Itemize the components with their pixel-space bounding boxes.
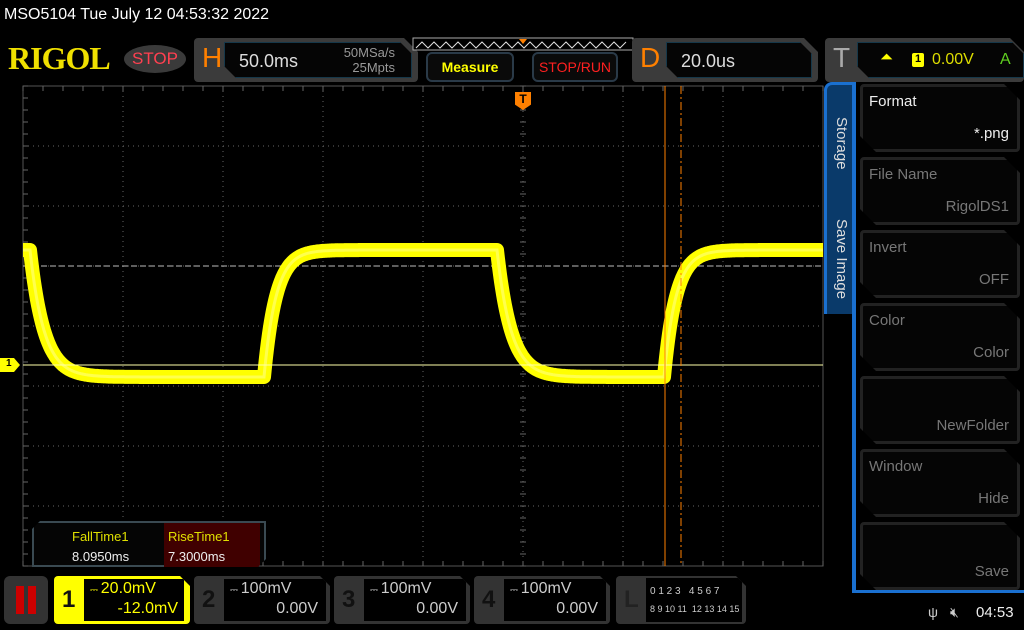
menu-item--png[interactable]: Format *.png [860,84,1020,152]
channel-2-box[interactable]: 2 ⎓ 100mV 0.00V [194,576,330,624]
measurement-label: FallTime1 [72,529,129,544]
memory-depth: 25Mpts [352,60,395,75]
menu-item-hide[interactable]: Window Hide [860,449,1020,517]
clock: 04:53 [976,604,1014,621]
channel-offset: 0.00V [276,600,318,617]
rising-edge-icon: ⏶ [880,49,893,66]
horizontal-letter: H [202,42,223,73]
mute-icon[interactable]: 🔇︎ [950,604,959,620]
menu-item-title: Color [869,312,905,329]
menu-item-off[interactable]: Invert OFF [860,230,1020,298]
delay-letter: D [640,42,661,73]
measurement-falltime[interactable]: FallTime1 8.0950ms [34,523,164,567]
dc-coupling-icon: ⎓ [370,585,381,596]
measurement-panel[interactable]: FallTime1 8.0950ms RiseTime1 7.3000ms [32,521,266,567]
tab-save-image[interactable]: Save Image [833,219,850,300]
tab-storage[interactable]: Storage [833,117,850,170]
menu-item-save[interactable]: Save [860,522,1020,590]
channel-1-box[interactable]: 1 ⎓ 20.0mV -12.0mV [54,576,190,624]
logic-row-2: 8 9 10 11 12 13 14 15 [650,604,740,614]
trigger-panel[interactable]: T ⏶ 1 0.00V A [825,38,1024,82]
channel-offset: 0.00V [416,600,458,617]
trigger-letter: T [833,42,851,73]
menu-border [852,590,1024,593]
ch1-offset-marker[interactable]: 1 [0,358,20,372]
menu-item-color[interactable]: Color Color [860,303,1020,371]
run-state-indicator[interactable]: STOP [124,45,186,73]
menu-item-title: Format [869,93,917,110]
trigger-mode: A [1000,51,1011,68]
side-menu-tabs: Storage Save Image [824,82,856,314]
dc-coupling-icon: ⎓ [510,585,521,596]
menu-item-rigolds1[interactable]: File Name RigolDS1 [860,157,1020,225]
sample-rate: 50MSa/s [343,45,395,60]
waveform-overview[interactable] [412,37,634,51]
grid-icon [16,586,36,614]
dc-coupling-icon: ⎓ [90,585,101,596]
window-title: MSO5104 Tue July 12 04:53:32 2022 [4,6,270,23]
channel-scale: ⎓ 100mV [510,580,572,597]
channel-scale: ⎓ 20.0mV [90,580,156,597]
rigol-logo: RIGOL [8,40,111,76]
channel-3-box[interactable]: 3 ⎓ 100mV 0.00V [334,576,470,624]
logic-row-1: 0 1 2 3 4 5 6 7 [650,586,720,597]
waveform-display[interactable] [0,84,826,568]
trigger-level: 0.00V [932,51,974,68]
ch1-waveform-core [23,248,823,379]
measure-button[interactable]: Measure [426,52,514,82]
channel-number: 4 [482,586,496,613]
menu-item-value: RigolDS1 [945,198,1009,215]
app-menu-button[interactable] [4,576,48,624]
menu-item-title: File Name [869,166,938,183]
measurement-risetime[interactable]: RiseTime1 7.3000ms [164,523,260,567]
menu-item-title: Window [869,458,923,475]
channel-number: 3 [342,586,356,613]
usb-icon: ψ [928,604,938,620]
measurement-label: RiseTime1 [168,529,230,544]
channel-scale: ⎓ 100mV [370,580,432,597]
timebase: 50.0ms [239,51,299,71]
logic-channel-box[interactable]: L 0 1 2 3 4 5 6 7 8 9 10 11 12 13 14 15 [616,576,746,624]
menu-item-value: OFF [979,271,1009,288]
channel-number: 1 [62,586,76,613]
horizontal-panel[interactable]: H 50.0ms 50MSa/s 25Mpts [194,38,418,82]
channel-4-box[interactable]: 4 ⎓ 100mV 0.00V [474,576,610,624]
dc-coupling-icon: ⎓ [230,585,241,596]
logic-letter: L [624,586,639,613]
ch1-waveform [17,243,826,384]
channel-offset: -12.0mV [117,600,178,617]
channel-number: 2 [202,586,216,613]
menu-item-value: NewFolder [936,417,1009,434]
menu-item-value: *.png [973,125,1009,142]
measurement-value: 7.3000ms [168,549,226,564]
stop-run-button[interactable]: STOP/RUN [532,52,618,82]
channel-scale: ⎓ 100mV [230,580,292,597]
menu-item-value: Color [973,344,1009,361]
menu-item-newfolder[interactable]: NewFolder [860,376,1020,444]
measurement-value: 8.0950ms [72,549,130,564]
trigger-position-marker [519,39,527,44]
channel-offset: 0.00V [556,600,598,617]
menu-border [852,82,856,592]
menu-item-title: Invert [869,239,907,256]
delay-value: 20.0us [681,51,736,71]
trigger-source: 1 [912,53,924,67]
delay-panel[interactable]: D 20.0us [632,38,818,82]
menu-item-value: Save [974,563,1009,580]
menu-item-value: Hide [978,490,1009,507]
trigger-position-marker[interactable]: T [515,92,531,110]
